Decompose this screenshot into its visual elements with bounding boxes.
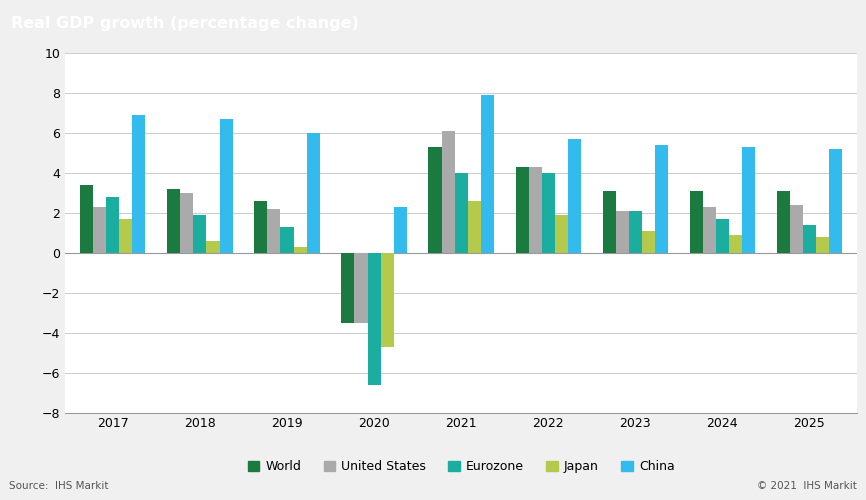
Bar xyxy=(281,226,294,252)
Bar xyxy=(107,196,120,252)
Bar xyxy=(367,252,380,384)
Bar xyxy=(703,206,716,252)
Bar xyxy=(394,206,407,252)
Bar xyxy=(655,144,668,252)
Text: Real GDP growth (percentage change): Real GDP growth (percentage change) xyxy=(11,16,359,32)
Bar xyxy=(442,130,455,252)
Bar xyxy=(206,240,219,252)
Bar xyxy=(193,214,206,252)
Bar xyxy=(829,148,842,252)
Bar xyxy=(132,114,145,252)
Bar xyxy=(568,138,581,252)
Bar xyxy=(341,252,354,322)
Bar xyxy=(742,146,755,252)
Bar xyxy=(180,192,193,252)
Text: Source:  IHS Markit: Source: IHS Markit xyxy=(9,481,108,491)
Bar xyxy=(515,166,528,252)
Bar xyxy=(716,218,729,252)
Bar xyxy=(294,246,307,252)
Bar xyxy=(528,166,542,252)
Bar xyxy=(481,94,494,252)
Bar xyxy=(380,252,394,346)
Bar xyxy=(255,200,268,252)
Bar xyxy=(354,252,367,322)
Bar xyxy=(455,172,468,252)
Bar xyxy=(307,132,320,252)
Bar xyxy=(555,214,568,252)
Bar xyxy=(803,224,816,252)
Bar xyxy=(468,200,481,252)
Bar xyxy=(603,190,616,252)
Bar xyxy=(642,230,655,252)
Bar xyxy=(616,210,629,252)
Bar xyxy=(542,172,555,252)
Legend: World, United States, Eurozone, Japan, China: World, United States, Eurozone, Japan, C… xyxy=(248,460,675,473)
Text: © 2021  IHS Markit: © 2021 IHS Markit xyxy=(758,481,857,491)
Bar xyxy=(790,204,803,252)
Bar xyxy=(268,208,281,252)
Bar xyxy=(689,190,703,252)
Bar xyxy=(219,118,233,252)
Bar xyxy=(629,210,642,252)
Bar xyxy=(777,190,790,252)
Bar xyxy=(167,188,180,252)
Bar xyxy=(94,206,107,252)
Bar xyxy=(120,218,132,252)
Bar xyxy=(816,236,829,252)
Bar xyxy=(729,234,742,252)
Bar xyxy=(81,184,94,252)
Bar xyxy=(429,146,442,252)
